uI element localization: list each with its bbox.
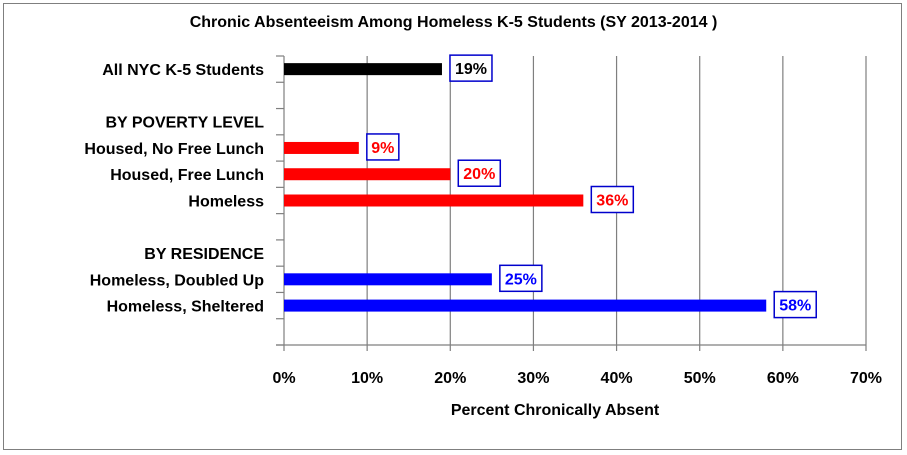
chart-title: Chronic Absenteeism Among Homeless K-5 S… — [189, 14, 718, 31]
category-label: Homeless, Doubled Up — [90, 272, 264, 289]
x-tick-label: 10% — [351, 370, 383, 387]
data-label: 58% — [779, 298, 811, 315]
bar — [284, 141, 359, 154]
bar — [284, 299, 767, 312]
category-label: BY RESIDENCE — [144, 246, 264, 263]
data-label-box — [449, 54, 493, 82]
data-label: 20% — [463, 166, 495, 183]
bar — [284, 194, 584, 207]
data-label-box — [499, 264, 543, 293]
bar — [284, 63, 442, 76]
data-label: 36% — [596, 193, 628, 210]
data-label: 25% — [505, 271, 537, 288]
data-label-box — [457, 159, 502, 187]
data-label: 9% — [371, 140, 394, 157]
data-label-box — [773, 290, 817, 319]
x-tick-label: 70% — [850, 370, 882, 387]
data-label-box — [590, 185, 635, 214]
x-tick-label: 0% — [272, 370, 295, 387]
x-tick-label: 30% — [517, 370, 549, 387]
x-tick-label: 20% — [434, 370, 466, 387]
x-tick-label: 40% — [601, 370, 633, 387]
category-label: Homeless — [188, 194, 264, 211]
data-label: 19% — [455, 61, 487, 78]
bar — [284, 273, 492, 286]
category-label: BY POVERTY LEVEL — [105, 115, 264, 132]
x-tick-label: 60% — [767, 370, 799, 387]
x-tick-label: 50% — [684, 370, 716, 387]
x-axis-label: Percent Chronically Absent — [450, 402, 660, 419]
category-label: Housed, No Free Lunch — [84, 141, 264, 158]
bar — [284, 168, 451, 181]
category-label: Housed, Free Lunch — [110, 167, 264, 184]
category-label: All NYC K-5 Students — [102, 62, 264, 79]
category-label: Homeless, Sheltered — [107, 299, 264, 316]
data-label-box — [366, 133, 400, 161]
